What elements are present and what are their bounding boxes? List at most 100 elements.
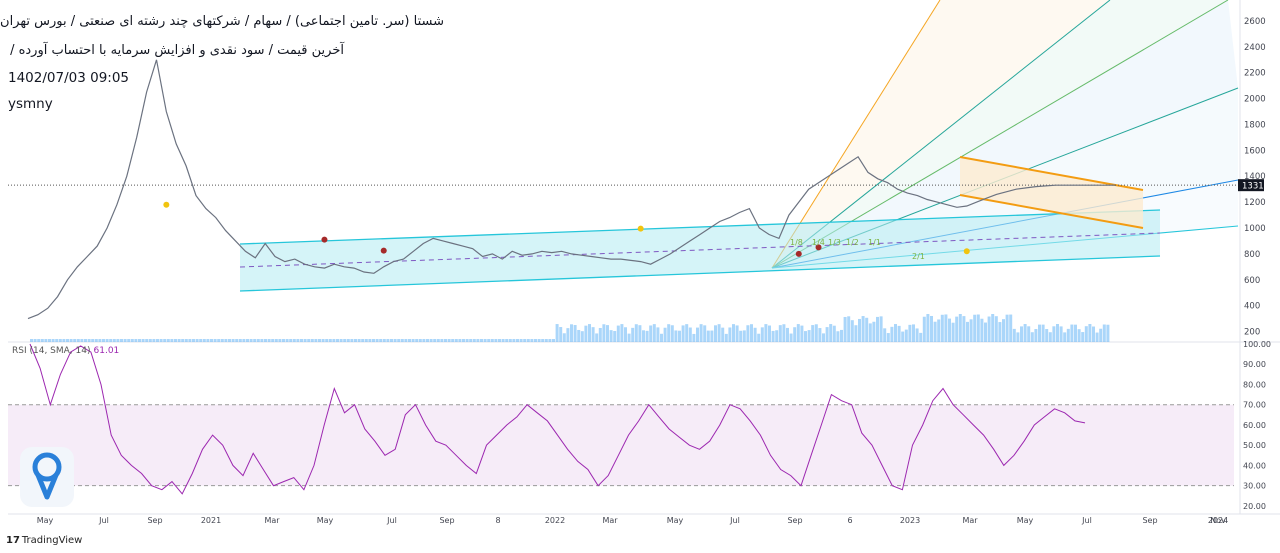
volume-bar	[238, 339, 242, 342]
pin-icon	[32, 452, 62, 500]
volume-bar	[865, 317, 869, 342]
volume-bar	[242, 339, 246, 342]
volume-bar	[685, 324, 689, 342]
volume-bar	[609, 330, 613, 342]
volume-bar	[534, 339, 537, 342]
volume-bar	[811, 325, 815, 342]
rsi-tick-70.00: 70.00	[1243, 401, 1266, 410]
volume-bar	[336, 339, 339, 342]
price-tick-1000: 1000	[1244, 224, 1266, 234]
price-tick-2600: 2600	[1244, 17, 1266, 27]
volume-bar	[1056, 324, 1059, 342]
price-tick-400: 400	[1244, 302, 1260, 312]
volume-bar	[159, 339, 163, 342]
volume-bar	[991, 314, 995, 342]
volume-bar	[166, 339, 170, 342]
volume-bar	[642, 330, 645, 342]
volume-bar	[1070, 324, 1074, 342]
volume-bar	[778, 325, 782, 342]
volume-bar	[1074, 324, 1077, 342]
time-tick-3: 2021	[201, 516, 221, 525]
volume-bar	[361, 339, 365, 342]
volume-bar	[1027, 326, 1031, 342]
volume-bar	[181, 339, 185, 342]
volume-bar	[1059, 326, 1063, 342]
volume-bar	[573, 325, 577, 342]
volume-bar	[955, 316, 959, 342]
last-price-value: 1331	[1242, 182, 1264, 192]
volume-bar	[980, 318, 984, 342]
volume-bar	[1012, 328, 1016, 342]
volume-bar	[51, 339, 55, 342]
rsi-legend[interactable]: RSI (14, SMA, 14) 61.01	[12, 346, 119, 356]
volume-bar	[616, 325, 620, 342]
fan-label-1: 1/4	[812, 238, 825, 247]
volume-bar	[807, 330, 811, 342]
volume-bar	[303, 339, 307, 342]
volume-bar	[876, 316, 879, 342]
tradingview-logo[interactable]: 17 TradingView	[6, 535, 82, 546]
volume-bar	[332, 339, 336, 342]
volume-bar	[285, 339, 289, 342]
volume-bar	[602, 324, 606, 342]
volume-bar	[76, 339, 80, 342]
volume-bar	[948, 318, 951, 342]
volume-bar	[793, 327, 797, 342]
volume-bar	[318, 339, 321, 342]
volume-bar	[390, 339, 393, 342]
volume-bar	[411, 339, 415, 342]
volume-bar	[523, 339, 527, 342]
volume-bar	[206, 339, 210, 342]
volume-bar	[739, 330, 743, 342]
time-tick-12: Jul	[729, 516, 740, 525]
volume-bar	[883, 328, 887, 342]
volume-bar	[969, 319, 973, 342]
time-tick-14: 6	[847, 516, 852, 525]
volume-bar	[364, 339, 368, 342]
volume-bar	[541, 339, 545, 342]
price-tick-1200: 1200	[1244, 198, 1266, 208]
volume-bar	[253, 339, 257, 342]
volume-bar	[422, 339, 426, 342]
volume-bar	[220, 339, 224, 342]
volume-bar	[1063, 332, 1067, 342]
rsi-band	[8, 404, 1234, 486]
volume-bar	[584, 325, 588, 342]
volume-bar	[771, 330, 775, 342]
time-tick-21: 2024	[1208, 516, 1228, 525]
volume-bar	[1106, 324, 1110, 342]
rsi-series	[29, 343, 1086, 495]
chart-subtitle: آخرین قیمت / سود نقدی و افزایش سرمایه با…	[10, 43, 344, 58]
last-price-badge	[1238, 179, 1264, 192]
volume-bar	[487, 339, 491, 342]
rsi-legend-value: 61.01	[93, 346, 120, 356]
volume-bar	[555, 324, 559, 342]
volume-bar	[814, 324, 818, 342]
volume-bar	[620, 324, 624, 342]
volume-bar	[120, 339, 123, 342]
volume-bar	[530, 339, 534, 342]
volume-bar	[375, 339, 379, 342]
volume-bar	[199, 339, 203, 342]
rsi-tick-50.00: 50.00	[1243, 441, 1266, 450]
volume-bar	[300, 339, 303, 342]
volume-bar	[966, 321, 969, 342]
volume-bar	[1084, 326, 1088, 342]
volume-bar	[454, 339, 458, 342]
volume-bar	[667, 324, 671, 342]
volume-bar	[184, 339, 188, 342]
volume-bar	[1052, 326, 1056, 342]
volume-bar	[1038, 324, 1041, 342]
fan-label-5: 2/1	[912, 252, 925, 261]
volume-bar	[501, 339, 505, 342]
volume-bar	[775, 330, 779, 342]
app-badge[interactable]	[20, 447, 74, 507]
price-tick-2000: 2000	[1244, 95, 1266, 105]
rsi-tick-60.00: 60.00	[1243, 421, 1266, 430]
volume-bar	[278, 339, 282, 342]
volume-bar	[944, 314, 948, 342]
volume-bar	[210, 339, 213, 342]
time-tick-20: Nov	[1210, 516, 1226, 525]
volume-bar	[994, 316, 998, 342]
